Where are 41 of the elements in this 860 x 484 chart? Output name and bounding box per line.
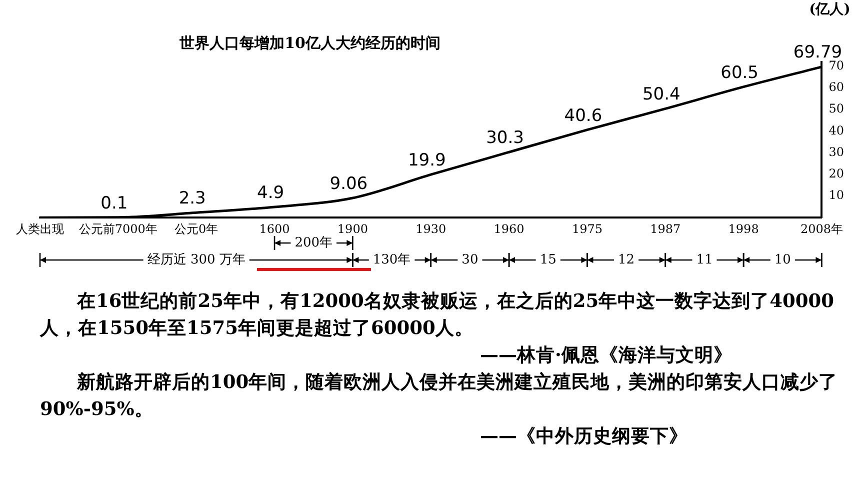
y2-tick-label: 10 [828, 188, 844, 202]
x-tick-label: 1960 [494, 222, 524, 236]
data-label: 9.06 [330, 174, 368, 194]
y2-tick-label: 60 [828, 80, 844, 94]
x-tick-label: 1975 [572, 222, 602, 236]
text: 15 [540, 252, 556, 268]
text: 新航路开辟后的100年间，随着欧洲人入侵并在美洲建立殖民地，美洲的印第安人口减少了90%-95%。 [40, 370, 839, 422]
x-tick-label: 1900 [337, 222, 368, 236]
x-tick-label: 公元0年 [174, 222, 218, 236]
y2-tick-label: 20 [828, 166, 844, 181]
text: 200年 [294, 235, 333, 250]
y2-tick-label: 30 [828, 144, 844, 159]
data-label: 19.9 [408, 150, 446, 171]
x-tick-label: 1987 [650, 222, 681, 236]
text: 130年 [372, 252, 411, 268]
y2-axis-title: (亿人) [809, 2, 850, 18]
x-tick-label: 1998 [728, 222, 759, 236]
text: 在16世纪的前25年中，有12000名奴隶被贩运，在之后的25年中这一数字达到了40000人，在1550年至1575年间更是超过了60000人。 [40, 290, 835, 341]
y2-tick-label: 70 [828, 58, 844, 72]
text: 经历近 300 万年 [147, 252, 246, 268]
data-label: 50.4 [642, 84, 680, 105]
data-label: 2.3 [178, 188, 206, 209]
y2-tick-label: 50 [828, 102, 844, 116]
data-label: 30.3 [486, 128, 524, 148]
data-label: 0.1 [100, 193, 128, 214]
y2-tick-label: 40 [828, 123, 844, 138]
text: 30 [462, 252, 478, 268]
text: ——《中外历史纲要下》 [479, 425, 689, 449]
text: 11 [696, 252, 713, 268]
x-tick-label: 人类出现 [16, 222, 64, 236]
data-label: 40.6 [564, 106, 602, 126]
chart-title: 世界人口每增加10亿人大约经历的时间 [178, 34, 440, 52]
data-label: 4.9 [256, 182, 284, 203]
x-tick-label: 1600 [259, 222, 290, 236]
text: ——林肯·佩恩《海洋与文明》 [479, 344, 734, 368]
text: 12 [618, 252, 635, 268]
x-tick-label: 1930 [416, 222, 446, 236]
text: 10 [774, 252, 791, 268]
data-label: 60.5 [720, 62, 758, 83]
x-tick-label: 2008年 [800, 222, 844, 236]
x-tick-label: 公元前7000年 [78, 222, 158, 236]
